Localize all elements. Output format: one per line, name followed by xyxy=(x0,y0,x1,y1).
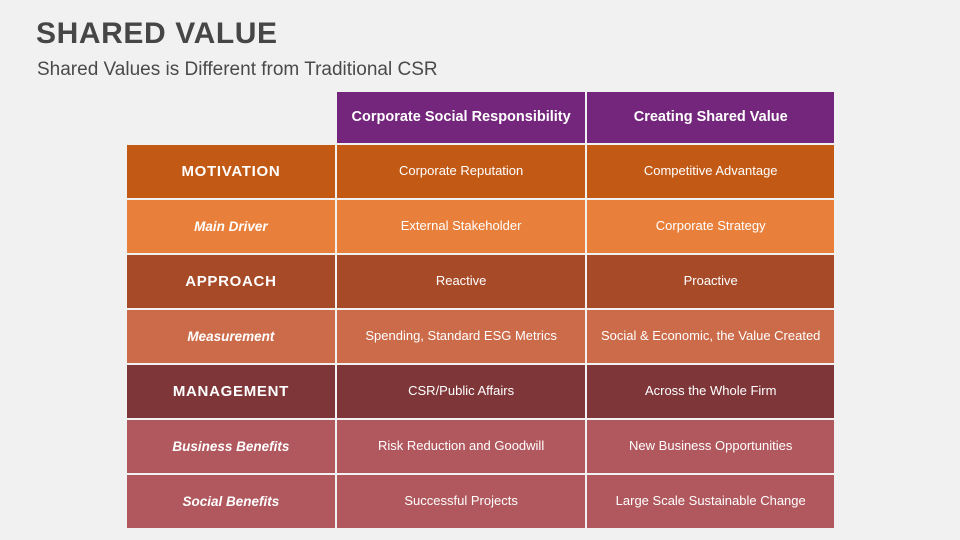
table-row: Measurement Spending, Standard ESG Metric… xyxy=(127,310,834,363)
row-csr-value-5: Risk Reduction and Goodwill xyxy=(336,420,586,473)
row-csr-value-4: CSR/Public Affairs xyxy=(336,365,586,418)
table-row: APPROACH Reactive Proactive xyxy=(127,255,834,308)
row-label-0: MOTIVATION xyxy=(127,145,335,198)
table-row: Business Benefits Risk Reduction and Good… xyxy=(127,420,834,473)
table-row: MANAGEMENT CSR/Public Affairs Across the W… xyxy=(127,365,834,418)
row-csv-value-5: New Business Opportunities xyxy=(587,420,834,473)
table-header-row: Corporate Social Responsibility Creating… xyxy=(127,92,834,143)
row-csv-value-1: Corporate Strategy xyxy=(587,200,834,253)
row-label-4: MANAGEMENT xyxy=(127,365,335,418)
row-csr-value-1: External Stakeholder xyxy=(336,200,586,253)
row-label-1: Main Driver xyxy=(127,200,335,253)
row-label-3: Measurement xyxy=(127,310,335,363)
row-csr-value-0: Corporate Reputation xyxy=(336,145,586,198)
row-csv-value-6: Large Scale Sustainable Change xyxy=(587,475,834,528)
row-label-6: Social Benefits xyxy=(127,475,335,528)
table-row: Main Driver External Stakeholder Corporate… xyxy=(127,200,834,253)
row-label-2: APPROACH xyxy=(127,255,335,308)
page-title: SHARED VALUE xyxy=(36,17,278,50)
page-subtitle: Shared Values is Different from Traditio… xyxy=(37,59,438,80)
row-csr-value-3: Spending, Standard ESG Metrics xyxy=(336,310,586,363)
column-header-csr: Corporate Social Responsibility xyxy=(336,92,586,143)
row-csv-value-0: Competitive Advantage xyxy=(587,145,834,198)
table-body: MOTIVATION Corporate Reputation Competitiv… xyxy=(127,145,834,528)
column-header-csv: Creating Shared Value xyxy=(587,92,834,143)
row-csv-value-3: Social & Economic, the Value Created xyxy=(587,310,834,363)
row-csr-value-6: Successful Projects xyxy=(336,475,586,528)
row-csv-value-2: Proactive xyxy=(587,255,834,308)
table-row: Social Benefits Successful Projects Large … xyxy=(127,475,834,528)
comparison-table: Corporate Social Responsibility Creating… xyxy=(127,92,834,530)
row-csv-value-4: Across the Whole Firm xyxy=(587,365,834,418)
row-csr-value-2: Reactive xyxy=(336,255,586,308)
table-row: MOTIVATION Corporate Reputation Competitiv… xyxy=(127,145,834,198)
row-label-5: Business Benefits xyxy=(127,420,335,473)
header-label-spacer xyxy=(127,92,335,143)
